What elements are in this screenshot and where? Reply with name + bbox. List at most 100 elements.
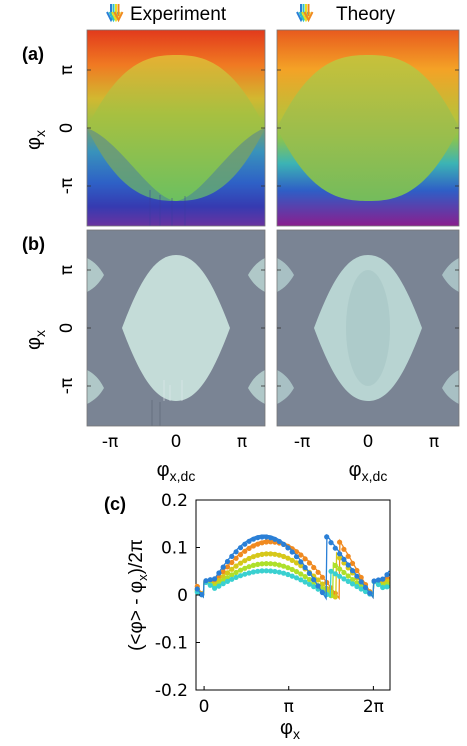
data-point (375, 581, 381, 588)
data-point (268, 561, 274, 567)
data-point (281, 570, 287, 576)
chart-ytick-label: -0.1 (155, 634, 188, 654)
data-point (281, 553, 287, 560)
data-point (233, 569, 239, 576)
data-point (358, 586, 364, 592)
map-xtick-label: π (237, 432, 247, 452)
data-point (272, 568, 278, 575)
data-point (358, 579, 364, 585)
data-point (233, 574, 239, 581)
data-point (268, 568, 274, 574)
data-point (272, 561, 278, 567)
data-point (349, 568, 356, 574)
data-point (194, 586, 200, 592)
chart-ytick-label: 0.2 (161, 491, 188, 511)
data-point (268, 535, 274, 541)
map-ytick-label: -π (57, 378, 77, 394)
data-point (328, 568, 334, 574)
data-point (345, 553, 351, 559)
data-point (345, 578, 351, 585)
chart-c-ticks: 0.2 0.1 0 -0.1 -0.2 0 π 2π (155, 491, 384, 717)
map-x-ticks: -π 0 π -π 0 π (102, 432, 439, 452)
data-point (276, 552, 282, 558)
data-point (293, 554, 300, 560)
data-point (216, 583, 222, 589)
data-point (212, 585, 218, 591)
data-point (298, 577, 304, 583)
data-point (384, 584, 390, 590)
data-point (311, 577, 317, 583)
chart-ytick-label: 0.1 (161, 539, 188, 559)
data-point (263, 539, 269, 545)
data-point (229, 559, 235, 566)
map-xlabel-theory: φx,dc (349, 459, 388, 484)
data-point (255, 561, 261, 568)
map-xtick-label: 0 (171, 432, 182, 452)
data-point (259, 568, 265, 574)
chart-c-ylabel: (<φ> - φx)/2π (126, 539, 150, 651)
data-point (224, 564, 231, 570)
data-point (216, 570, 222, 576)
data-point (367, 590, 373, 596)
data-point (263, 561, 269, 567)
map-ytick-label: -π (57, 178, 77, 194)
data-point (319, 589, 325, 596)
data-point (259, 540, 265, 546)
arrow-marker-experiment (106, 4, 124, 23)
data-point (246, 555, 252, 562)
data-point (229, 553, 235, 560)
data-point (255, 552, 261, 558)
data-point (276, 538, 282, 545)
data-point (220, 581, 226, 587)
data-point (224, 558, 231, 565)
chart-c-frame (195, 499, 391, 691)
data-point (233, 549, 239, 555)
data-point (293, 549, 300, 555)
data-point (224, 578, 231, 585)
map-xtick-label: -π (102, 432, 118, 452)
data-point (229, 576, 235, 582)
map-b-experiment (87, 230, 265, 426)
data-point (302, 556, 308, 562)
data-point (315, 583, 321, 589)
map-ylabel-a: φx (23, 130, 48, 150)
data-point (203, 578, 209, 584)
data-point (315, 569, 321, 575)
chart-c-plot (194, 533, 390, 601)
data-point (281, 563, 287, 569)
svg-text:φx: φx (23, 130, 48, 150)
map-xtick-label: 0 (363, 432, 374, 452)
arrow-stroke (303, 4, 314, 23)
data-point (207, 582, 213, 588)
data-point (332, 545, 338, 551)
data-point (255, 568, 261, 574)
chart-xtick-label: 2π (363, 697, 384, 717)
data-point (302, 564, 308, 571)
data-point (207, 577, 213, 583)
data-point (250, 554, 256, 560)
data-point (306, 560, 312, 566)
data-point (242, 558, 248, 564)
data-point (311, 564, 317, 571)
data-point (302, 574, 308, 580)
data-point (220, 574, 226, 580)
data-point (337, 573, 343, 579)
data-point (220, 569, 226, 575)
experiment-title: Experiment (130, 4, 227, 25)
panel-label-a: (a) (22, 44, 44, 64)
arrow-marker-theory (296, 4, 314, 23)
data-point (341, 556, 347, 563)
map-xtick-label: π (429, 432, 439, 452)
data-point (341, 546, 347, 552)
data-point (332, 562, 338, 569)
data-point (293, 560, 300, 566)
data-point (298, 563, 304, 569)
map-xtick-label: -π (294, 432, 310, 452)
data-point (250, 569, 256, 575)
data-point (289, 549, 295, 555)
data-point (337, 555, 343, 561)
data-point (289, 573, 295, 579)
data-point (237, 552, 244, 558)
map-ytick-label: π (57, 265, 77, 275)
data-point (375, 577, 381, 583)
